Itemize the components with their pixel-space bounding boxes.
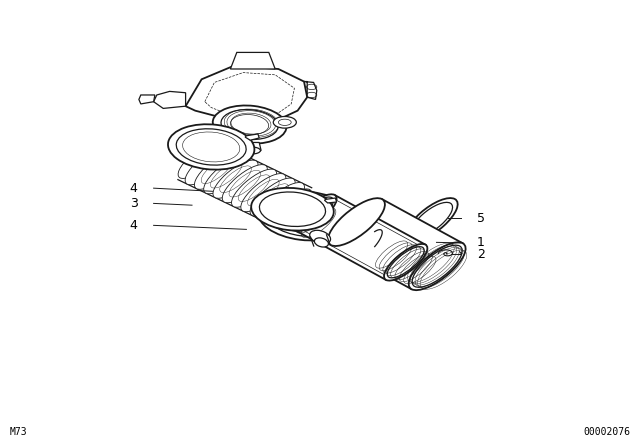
Ellipse shape (176, 129, 246, 165)
Polygon shape (186, 66, 307, 122)
Ellipse shape (310, 230, 330, 244)
Ellipse shape (221, 110, 278, 139)
Text: 00002076: 00002076 (584, 427, 630, 437)
Ellipse shape (266, 195, 346, 237)
Ellipse shape (241, 147, 260, 154)
Ellipse shape (250, 178, 295, 216)
Polygon shape (304, 82, 317, 99)
Ellipse shape (387, 247, 424, 278)
Ellipse shape (384, 244, 428, 280)
Ellipse shape (182, 132, 240, 162)
Polygon shape (295, 195, 426, 280)
Text: M73: M73 (10, 427, 28, 437)
Ellipse shape (273, 116, 296, 128)
Ellipse shape (251, 188, 334, 231)
Text: 4: 4 (130, 219, 138, 232)
Ellipse shape (259, 191, 353, 241)
Ellipse shape (259, 192, 326, 226)
Polygon shape (154, 91, 186, 108)
Ellipse shape (328, 198, 385, 246)
Text: 5: 5 (477, 211, 485, 225)
Ellipse shape (259, 182, 305, 221)
Ellipse shape (222, 164, 268, 203)
Ellipse shape (412, 202, 452, 237)
Ellipse shape (204, 155, 249, 194)
Ellipse shape (213, 160, 258, 198)
Ellipse shape (412, 245, 462, 287)
Ellipse shape (168, 124, 255, 170)
Polygon shape (324, 198, 337, 203)
Text: 1: 1 (477, 236, 484, 250)
Ellipse shape (406, 198, 458, 241)
Ellipse shape (241, 173, 286, 212)
Text: 2: 2 (477, 248, 484, 261)
Text: 3: 3 (130, 197, 138, 210)
Polygon shape (245, 134, 259, 140)
Ellipse shape (178, 144, 219, 178)
Ellipse shape (296, 197, 333, 228)
Polygon shape (331, 199, 463, 289)
Ellipse shape (314, 238, 328, 247)
Ellipse shape (409, 242, 466, 290)
Ellipse shape (212, 105, 287, 144)
Polygon shape (230, 52, 275, 69)
Ellipse shape (278, 119, 291, 125)
Polygon shape (139, 95, 155, 104)
Ellipse shape (232, 169, 276, 207)
Ellipse shape (195, 151, 239, 190)
Ellipse shape (293, 194, 337, 231)
Text: 4: 4 (130, 181, 138, 195)
Ellipse shape (185, 146, 230, 185)
Polygon shape (240, 142, 261, 151)
Ellipse shape (271, 189, 312, 223)
